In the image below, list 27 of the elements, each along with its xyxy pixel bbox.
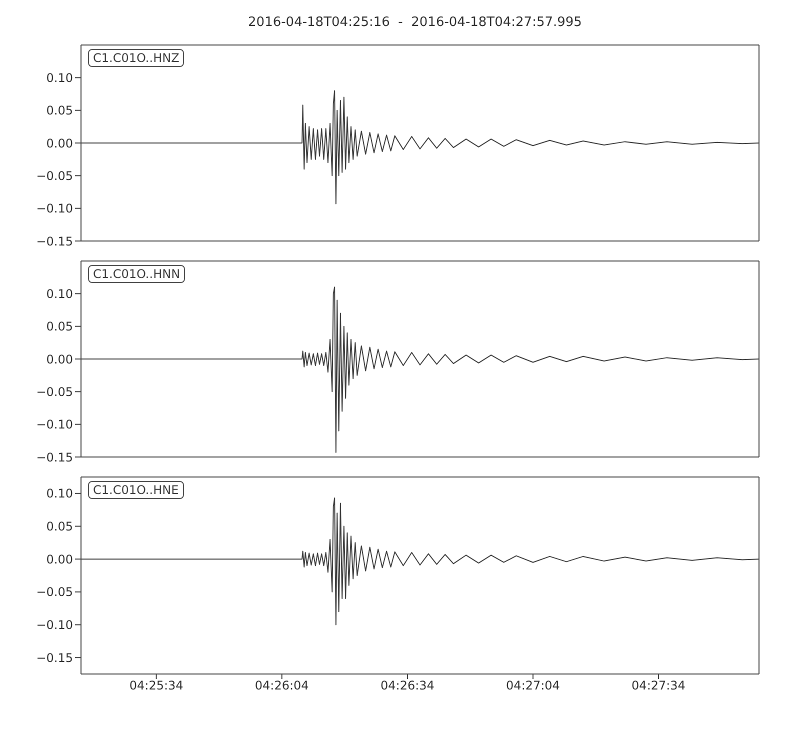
y-tick-label: 0.00 [46,552,73,566]
y-tick-label: −0.05 [36,384,73,399]
y-tick-label: 0.10 [46,286,73,301]
y-tick-label: 0.05 [46,520,73,534]
chart-title: 2016-04-18T04:25:16 - 2016-04-18T04:27:57.995 [247,14,583,32]
y-tick-label: 0.00 [46,136,73,150]
x-tick-label: 04:26:04 [254,678,309,693]
y-tick-label: 0.05 [46,320,73,334]
y-tick-label: −0.10 [36,202,73,216]
text: C1.C01O..HNZ [93,51,180,65]
x-tick-label: 04:27:34 [632,678,686,693]
y-tick-label: 0.10 [46,70,73,85]
y-tick-label: −0.15 [36,234,73,248]
y-tick-label: −0.15 [36,450,73,464]
y-tick-label: −0.10 [36,618,73,632]
y-tick-label: 0.10 [46,486,73,501]
y-tick-label: −0.05 [36,585,73,600]
y-tick-label: −0.10 [36,418,73,432]
x-tick-label: 04:26:34 [380,678,434,693]
y-tick-label: −0.05 [36,168,73,183]
text: C1.C01O..HNE [93,483,179,497]
text: C1.C01O..HNN [93,267,180,281]
x-tick-label: 04:25:34 [129,678,184,693]
y-tick-label: 0.05 [46,104,73,118]
y-tick-label: −0.15 [36,650,73,665]
x-tick-label: 04:27:04 [506,678,560,693]
y-tick-label: 0.00 [46,352,73,366]
